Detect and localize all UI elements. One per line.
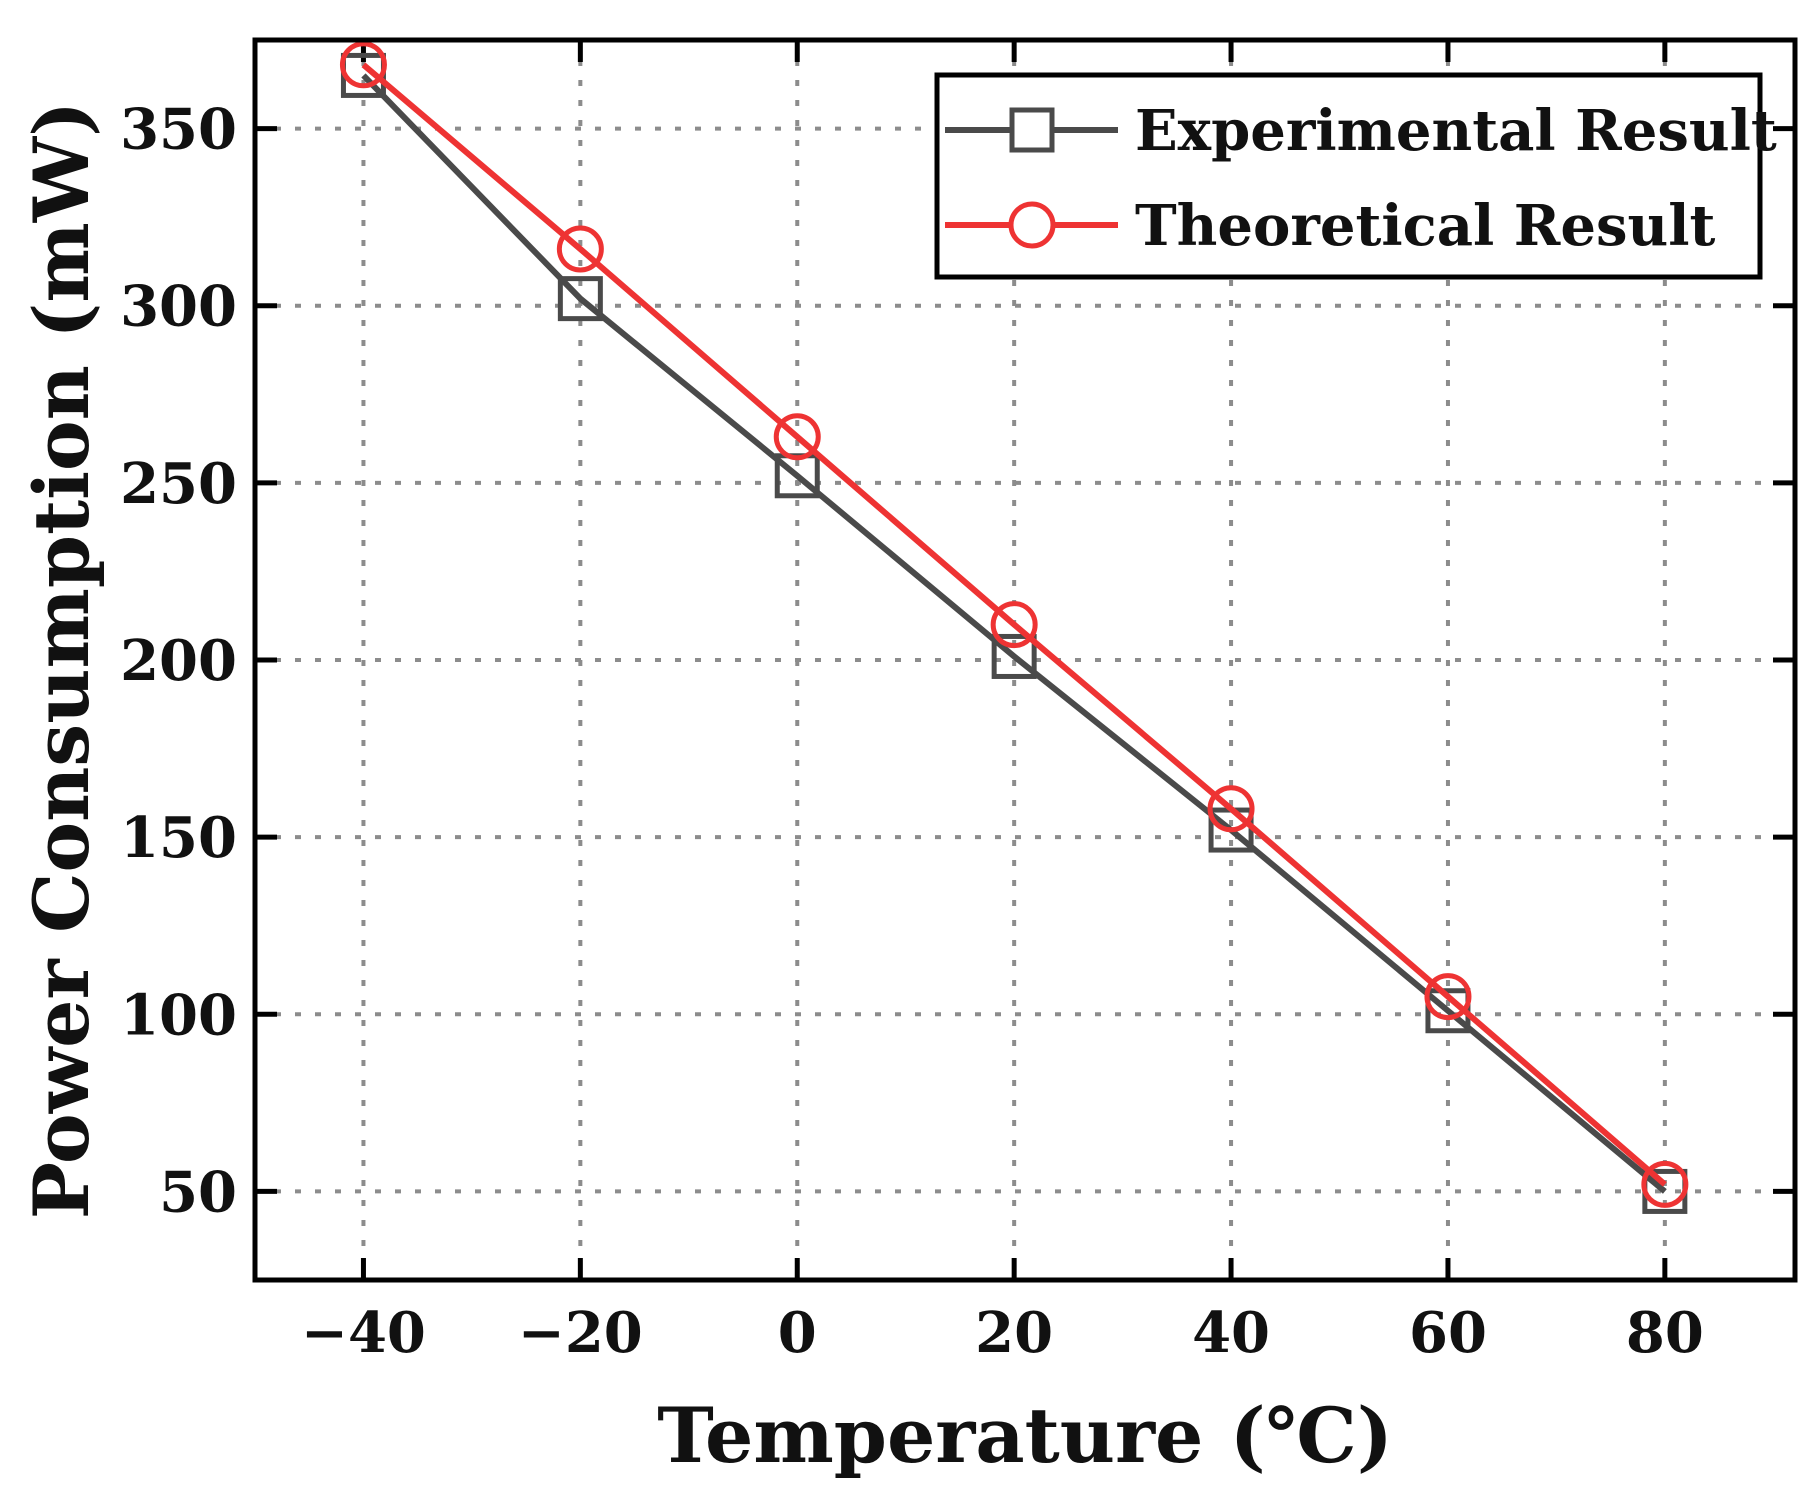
data-point-circle (1641, 1160, 1689, 1208)
y-tick-labels: 50 100 150 200 250 300 350 (120, 97, 237, 1226)
y-axis-title: Power Consumption (mW) (17, 101, 106, 1219)
y-tick-label: 100 (120, 982, 237, 1048)
y-tick-label: 250 (120, 451, 237, 517)
data-point-circle (990, 601, 1038, 649)
legend-box (934, 72, 1763, 280)
x-axis-title: Temperature (℃) (657, 1391, 1393, 1480)
plot-frame (252, 37, 1798, 1283)
y-tick-label: 150 (120, 805, 237, 871)
data-point-square (991, 633, 1037, 679)
x-tick-label: 40 (1192, 1300, 1270, 1366)
legend-marker-square (1009, 107, 1055, 153)
x-tick-label: 20 (975, 1300, 1053, 1366)
data-point-circle (773, 413, 821, 461)
y-tick-label: 200 (120, 628, 237, 694)
axis-ticks (255, 40, 1795, 1280)
series-theoretical (339, 41, 1689, 1208)
x-tick-labels: −40 −20 0 20 40 60 80 (301, 1300, 1704, 1366)
x-tick-label: −40 (301, 1300, 426, 1366)
data-point-circle (339, 41, 387, 89)
data-point-circle (556, 225, 604, 273)
x-tick-label: −20 (518, 1300, 643, 1366)
legend: Experimental Result Theoretical Result (934, 72, 1777, 280)
series-line (361, 73, 1667, 1194)
legend-entry-experimental: Experimental Result (945, 98, 1777, 164)
data-point-circle (1424, 973, 1472, 1021)
legend-marker-circle (1008, 201, 1056, 249)
legend-label-experimental: Experimental Result (1135, 98, 1777, 164)
data-point-square (557, 276, 603, 322)
data-point-circle (1207, 785, 1255, 833)
x-tick-label: 60 (1409, 1300, 1487, 1366)
series-line (361, 62, 1667, 1187)
x-tick-label: 80 (1626, 1300, 1704, 1366)
legend-entry-theoretical: Theoretical Result (945, 193, 1715, 259)
data-series (339, 41, 1689, 1214)
legend-label-theoretical: Theoretical Result (1135, 193, 1715, 259)
x-tick-label: 0 (778, 1300, 817, 1366)
y-tick-label: 300 (120, 274, 237, 340)
y-tick-label: 350 (120, 97, 237, 163)
y-tick-label: 50 (159, 1159, 237, 1225)
